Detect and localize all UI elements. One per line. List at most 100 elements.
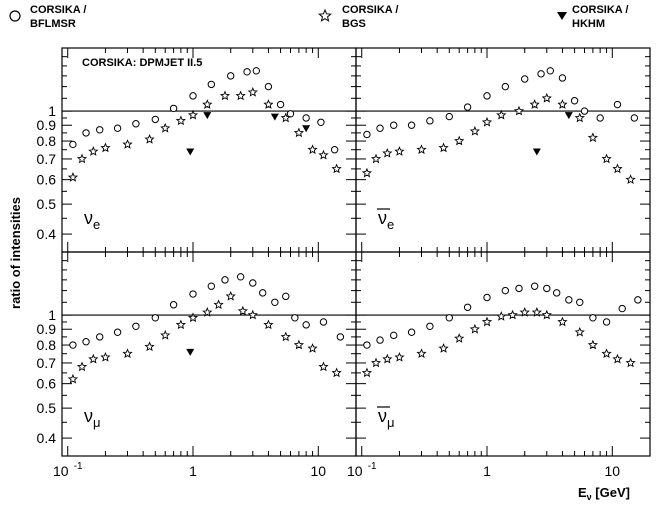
- data-point-bgs: [202, 307, 213, 317]
- panel-label-base: ν: [84, 208, 93, 228]
- data-point-bflmsr: [243, 68, 251, 76]
- data-point-bflmsr: [543, 284, 551, 293]
- data-point-bflmsr: [69, 140, 77, 149]
- panel-label-base: ν: [378, 208, 387, 228]
- x-tick-label: 10: [53, 463, 69, 479]
- data-point-bgs: [481, 316, 493, 327]
- data-point-bgs: [280, 331, 291, 342]
- data-point-bgs: [454, 333, 465, 343]
- model-label: CORSIKA: DPMJET II.5: [82, 57, 202, 69]
- legend: CORSIKA / BFLMSR CORSIKA / BGS CORSIKA /…: [9, 4, 628, 30]
- data-point-bflmsr: [151, 314, 159, 322]
- data-point-bflmsr: [282, 292, 290, 301]
- data-point-bgs: [469, 125, 480, 136]
- x-tick-label: 1: [189, 463, 197, 479]
- data-point-bgs: [331, 367, 342, 378]
- data-point-bflmsr: [276, 100, 285, 109]
- data-point-bgs: [481, 116, 493, 127]
- data-point-hkhm: [564, 112, 573, 120]
- data-point-bflmsr: [302, 114, 310, 122]
- panel-1: 10.90.8 0.7 0.6 0.5 0.4 νe: [37, 47, 357, 253]
- data-point-bflmsr: [407, 328, 416, 336]
- x-axis-title: Eν [GeV]: [578, 485, 630, 502]
- data-point-bgs: [100, 351, 111, 362]
- data-point-hkhm: [270, 113, 279, 121]
- data-point-bflmsr: [132, 120, 140, 128]
- data-point-bgs: [513, 105, 525, 116]
- data-point-bgs: [263, 319, 274, 330]
- x-tick-label: 10: [604, 463, 620, 479]
- data-point-bflmsr: [580, 107, 589, 115]
- data-point-bgs: [307, 144, 318, 155]
- data-point-bflmsr: [302, 321, 310, 329]
- data-point-hkhm: [186, 148, 195, 156]
- x-tick-label: 1: [483, 463, 491, 479]
- data-point-bgs: [160, 122, 171, 133]
- legend-hkhm-line2: HKHM: [572, 18, 605, 30]
- data-point-bgs: [587, 339, 598, 350]
- data-point-bflmsr: [252, 67, 260, 75]
- data-point-bflmsr: [113, 328, 122, 336]
- data-point-bgs: [416, 348, 427, 359]
- legend-star-marker: [318, 8, 332, 22]
- data-point-bflmsr: [558, 74, 567, 82]
- data-point-bgs: [280, 112, 291, 123]
- data-point-bgs: [519, 307, 530, 317]
- data-point-bflmsr: [319, 318, 328, 326]
- data-point-bgs: [76, 153, 88, 164]
- data-point-bgs: [601, 153, 612, 164]
- data-point-bflmsr: [189, 290, 197, 298]
- data-point-bflmsr: [463, 103, 472, 111]
- data-point-bflmsr: [113, 124, 122, 132]
- data-point-bflmsr: [426, 117, 434, 125]
- data-point-bflmsr: [207, 80, 216, 89]
- data-point-hkhm: [302, 125, 311, 133]
- panel-2: νe: [355, 47, 651, 253]
- y-tick-label: 0.6: [37, 376, 57, 392]
- data-point-bgs: [496, 311, 507, 321]
- legend-circle-marker: [9, 10, 21, 22]
- data-point-bflmsr: [483, 293, 491, 302]
- data-point-bflmsr: [96, 126, 104, 134]
- data-point-bgs: [160, 329, 171, 340]
- panels: 10.90.80.70.60.50.4νe νe10.90.80.70.60.50…: [37, 47, 651, 479]
- data-point-bflmsr: [221, 276, 229, 284]
- legend-hkhm-line1: CORSIKA /: [572, 4, 628, 16]
- x-tick-label: 10: [310, 463, 326, 479]
- data-point-bflmsr: [291, 314, 299, 322]
- data-point-bgs: [318, 361, 329, 372]
- data-point-bflmsr: [521, 75, 529, 83]
- data-point-bflmsr: [445, 112, 453, 121]
- data-point-bflmsr: [169, 301, 178, 309]
- data-point-bgs: [122, 139, 133, 149]
- data-point-bgs: [76, 361, 88, 372]
- data-point-bgs: [361, 367, 373, 378]
- data-point-bgs: [67, 373, 79, 384]
- data-point-bgs: [438, 343, 449, 353]
- data-point-hkhm: [186, 348, 195, 356]
- data-point-hkhm: [203, 112, 212, 120]
- data-point-bgs: [88, 146, 99, 156]
- data-point-bgs: [235, 90, 246, 101]
- data-point-bflmsr: [576, 298, 584, 306]
- y-axis-title: ratio of intensities: [8, 197, 23, 309]
- data-point-bgs: [202, 99, 213, 109]
- data-point-bflmsr: [618, 304, 626, 313]
- data-point-bgs: [601, 348, 612, 359]
- data-point-bgs: [175, 115, 186, 126]
- data-point-bflmsr: [82, 129, 90, 137]
- data-point-bgs: [67, 172, 79, 182]
- data-point-bgs: [574, 326, 585, 337]
- data-point-bgs: [331, 163, 342, 174]
- data-point-bflmsr: [463, 303, 472, 311]
- legend-bgs-line2: BGS: [342, 18, 366, 30]
- data-point-bgs: [247, 309, 258, 320]
- data-point-bgs: [541, 92, 552, 103]
- data-point-bgs: [394, 146, 405, 156]
- data-point-bgs: [574, 112, 585, 123]
- data-point-bflmsr: [363, 130, 371, 139]
- data-point-bflmsr: [407, 121, 416, 129]
- data-point-bflmsr: [570, 97, 579, 105]
- data-point-bflmsr: [596, 114, 604, 122]
- x-axis-title-main: E: [578, 485, 587, 500]
